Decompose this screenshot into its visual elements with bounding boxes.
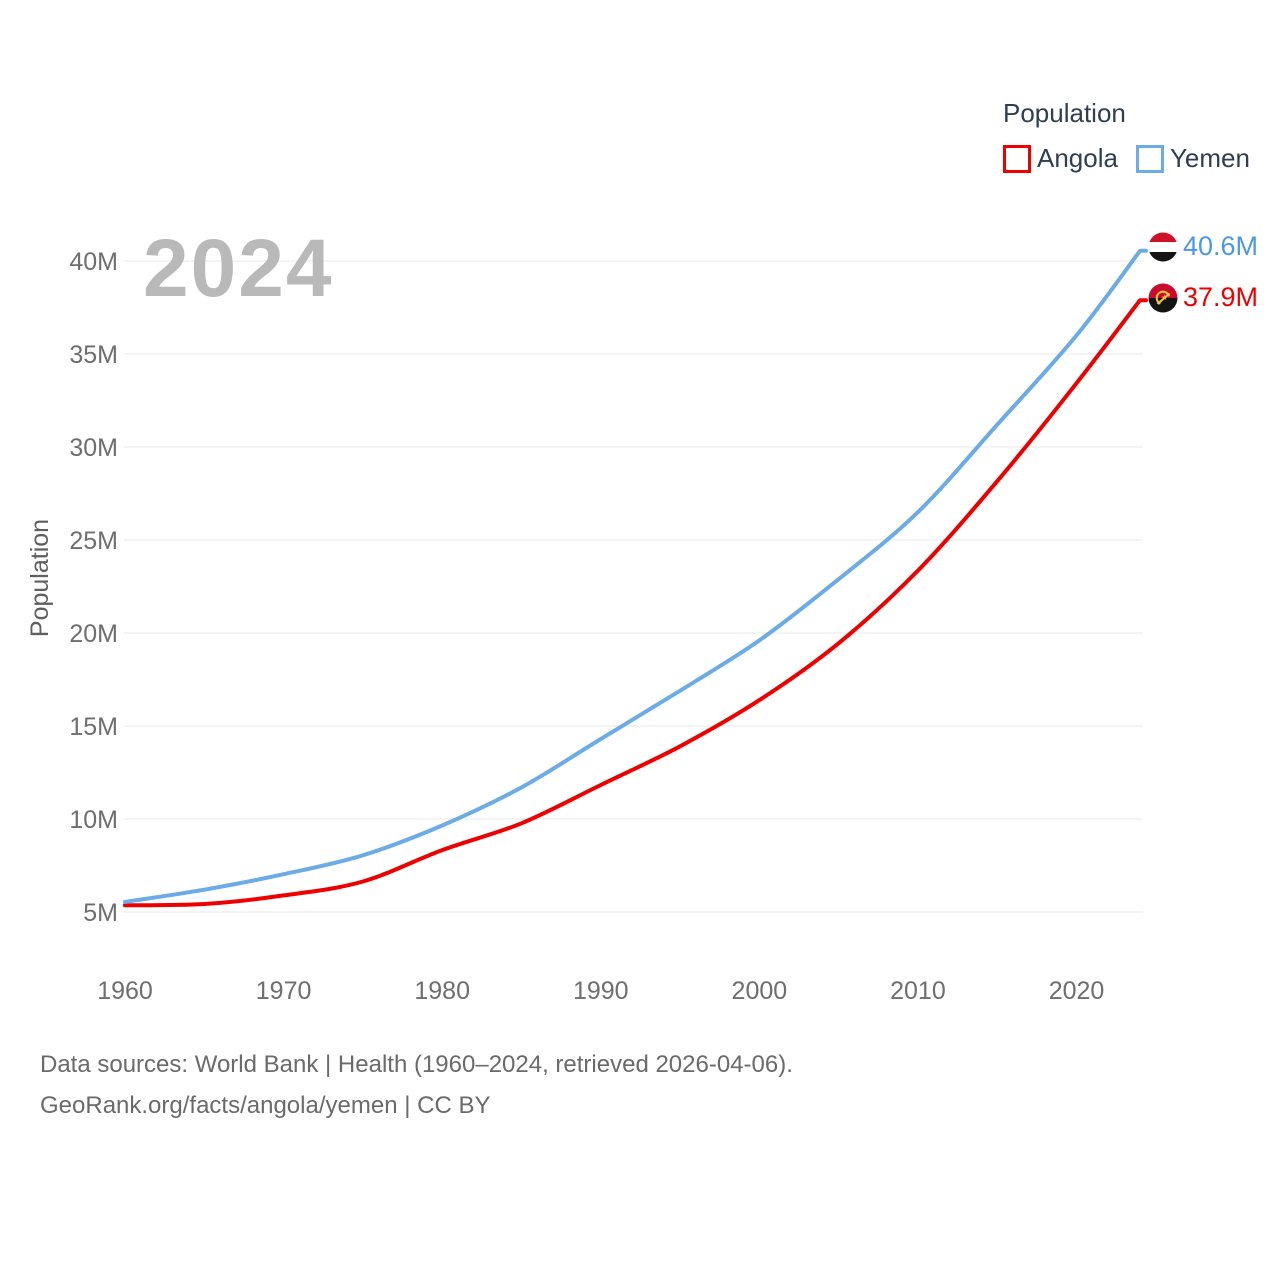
y-axis-tick-label: 25M (69, 527, 118, 555)
legend-item-yemen[interactable]: Yemen (1135, 143, 1250, 174)
series-line-yemen[interactable] (123, 248, 1148, 904)
y-axis-tick-label: 35M (69, 341, 118, 369)
legend-item-label: Yemen (1169, 143, 1250, 173)
y-axis-tick-label: 15M (69, 713, 118, 741)
y-axis-tick-label: 10M (69, 806, 118, 834)
x-axis-tick-label: 1970 (256, 977, 312, 1005)
y-axis-tick-label: 30M (69, 434, 118, 462)
legend-item-angola[interactable]: Angola (1003, 143, 1118, 174)
angola-end-value: 37.9M (1183, 282, 1259, 312)
series-line-angola[interactable] (123, 298, 1148, 908)
data-sources-line1: Data sources: World Bank | Health (1960–… (40, 1051, 793, 1078)
data-sources-line2: GeoRank.org/facts/angola/yemen | CC BY (40, 1092, 491, 1119)
legend-title: Population (1003, 98, 1126, 128)
x-axis-tick-label: 1990 (573, 977, 629, 1005)
legend-item-label: Angola (1037, 143, 1118, 173)
legend-items: Angola Yemen (1003, 143, 1250, 174)
angola-end-label: 37.9M (1148, 282, 1258, 313)
angola-flag-icon (1148, 283, 1178, 312)
y-axis-title: Population (26, 519, 54, 637)
data-sources: Data sources: World Bank | Health (1960–… (40, 1044, 793, 1126)
x-axis-tick-label: 1980 (414, 977, 470, 1005)
legend: Population Angola Yemen (1003, 98, 1250, 174)
yemen-flag-icon (1148, 232, 1178, 261)
yemen-end-label: 40.6M (1148, 231, 1258, 262)
x-axis-tick-label: 2010 (890, 977, 946, 1005)
y-axis-tick-label: 5M (83, 899, 118, 927)
year-watermark: 2024 (143, 223, 334, 314)
x-axis-tick-label: 2000 (732, 977, 788, 1005)
y-axis-tick-label: 40M (69, 248, 118, 276)
y-axis-tick-label: 20M (69, 620, 118, 648)
yemen-end-value: 40.6M (1183, 231, 1259, 261)
x-axis-tick-label: 1960 (97, 977, 153, 1005)
yemen-series-swatch-icon (1135, 144, 1164, 173)
x-axis-tick-label: 2020 (1049, 977, 1105, 1005)
angola-series-swatch-icon (1003, 144, 1031, 173)
